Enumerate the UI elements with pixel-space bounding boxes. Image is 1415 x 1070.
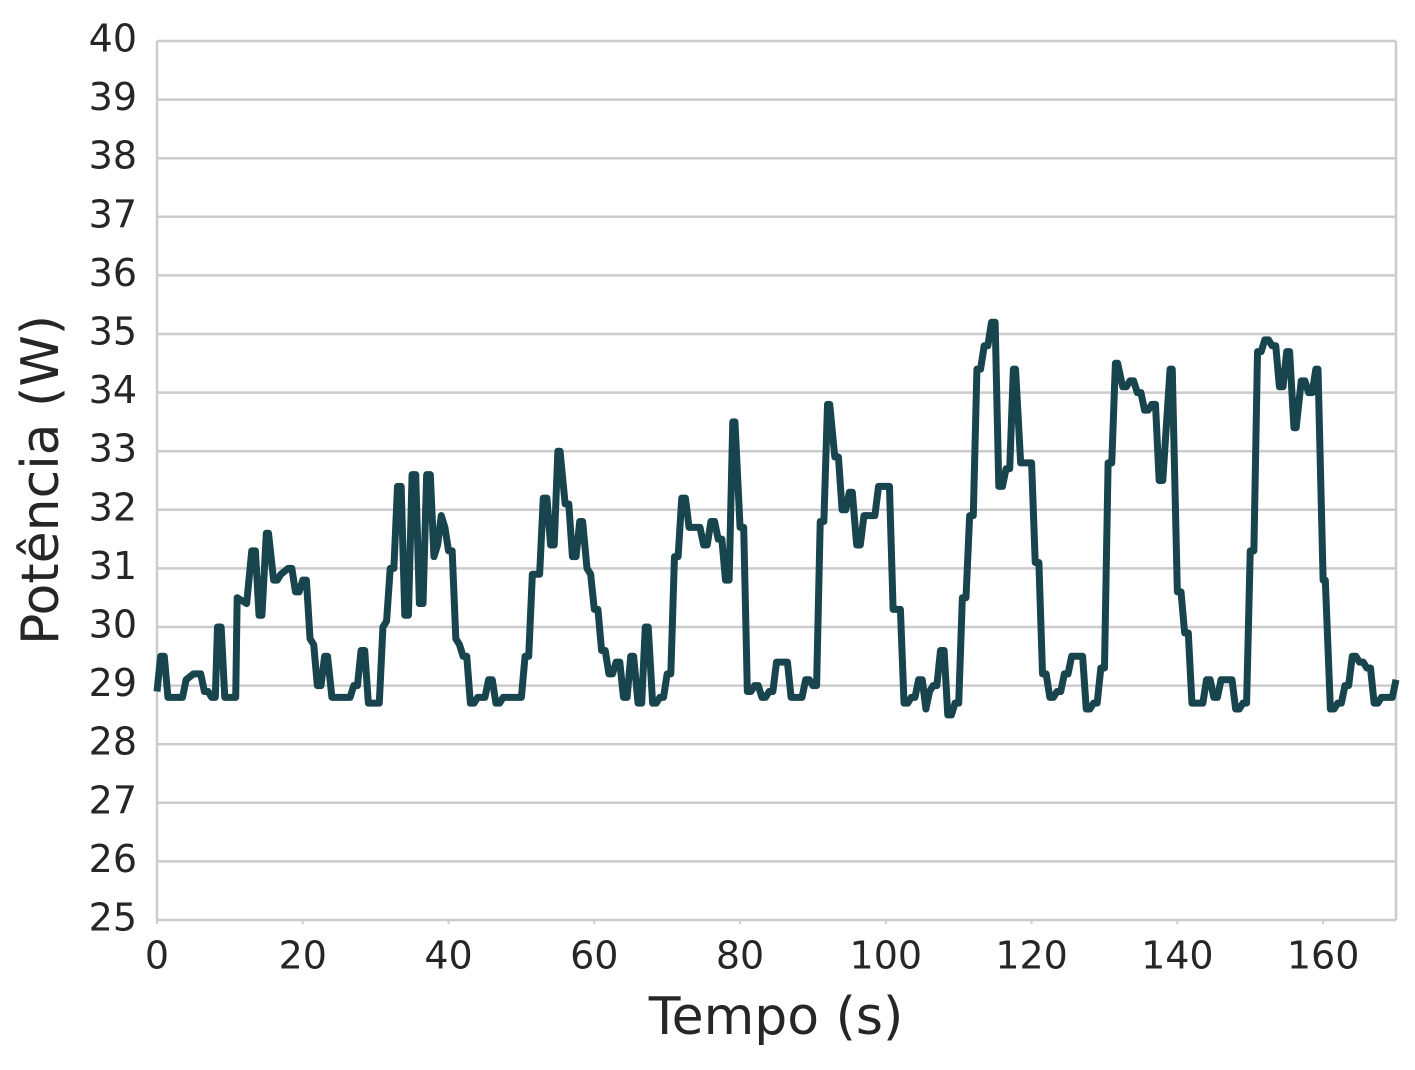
y-tick-label: 36: [89, 251, 137, 295]
x-tick-label: 120: [995, 934, 1068, 978]
x-axis-label: Tempo (s): [648, 987, 904, 1047]
y-tick-label: 37: [89, 192, 137, 236]
x-tick-label: 0: [145, 934, 169, 978]
x-tick-label: 60: [570, 934, 618, 978]
y-tick-label: 35: [89, 310, 137, 354]
y-tick-label: 28: [89, 720, 137, 764]
y-tick-label: 30: [89, 603, 137, 647]
data-line: [153, 318, 1400, 719]
y-tick-label: 40: [89, 17, 137, 61]
x-tick-label: 20: [279, 934, 327, 978]
x-tick-label: 40: [424, 934, 472, 978]
y-tick-label: 29: [89, 661, 137, 705]
y-tick-label: 32: [89, 485, 137, 529]
y-tick-label: 31: [89, 544, 137, 588]
x-tick-label: 80: [716, 934, 764, 978]
y-axis-label: Potência (W): [11, 315, 71, 645]
y-tick-label: 27: [89, 778, 137, 822]
y-tick-label: 26: [89, 837, 137, 881]
y-tick-label: 39: [89, 75, 137, 119]
y-tick-label: 33: [89, 427, 137, 471]
x-tick-label: 160: [1287, 934, 1360, 978]
x-tick-label: 140: [1141, 934, 1214, 978]
y-tick-label: 38: [89, 134, 137, 178]
x-tick-label: 100: [850, 934, 923, 978]
y-tick-label: 34: [89, 368, 137, 412]
y-tick-label: 25: [89, 896, 137, 940]
